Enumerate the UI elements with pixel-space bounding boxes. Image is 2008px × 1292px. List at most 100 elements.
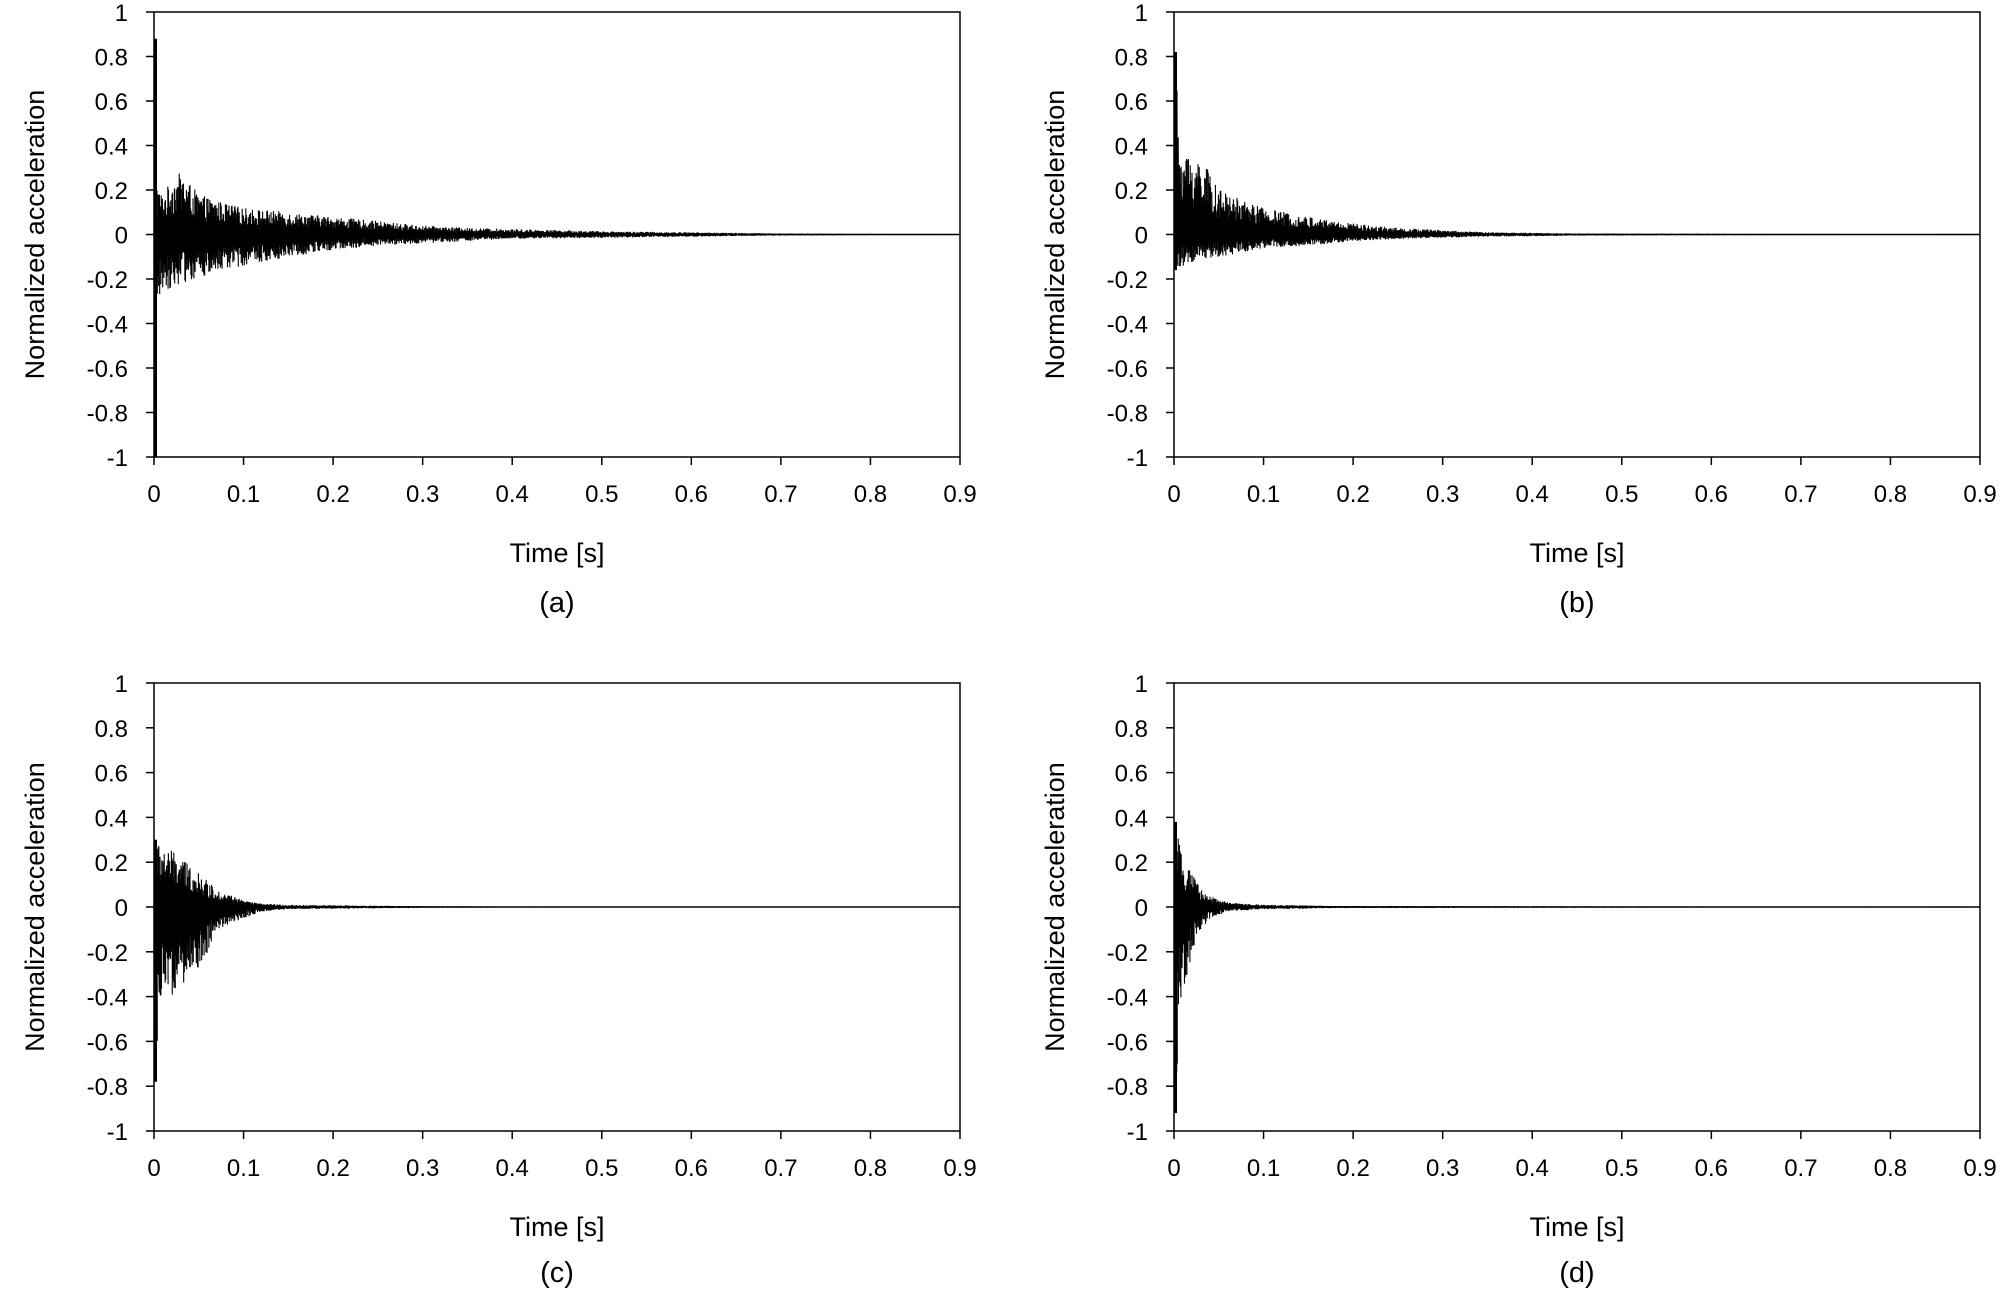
x-tick-label: 0.8 xyxy=(1874,1155,1907,1182)
x-tick-label: 0.5 xyxy=(1605,481,1638,508)
panel-caption: (b) xyxy=(1559,587,1594,619)
x-tick-label: 0.3 xyxy=(406,481,439,508)
x-tick-label: 0.3 xyxy=(406,1155,439,1182)
panel-caption: (d) xyxy=(1559,1257,1594,1289)
x-tick-label: 0.5 xyxy=(585,481,618,508)
y-tick-label: -0.4 xyxy=(87,312,128,339)
x-tick-label: 0.6 xyxy=(1695,481,1728,508)
x-tick-label: 0 xyxy=(1167,481,1180,508)
y-tick-label: 1 xyxy=(1135,671,1148,698)
y-tick-label: 0.4 xyxy=(1115,134,1148,161)
y-tick-label: -0.6 xyxy=(87,356,128,383)
acceleration-signal xyxy=(153,845,557,1045)
x-axis-label: Time [s] xyxy=(509,1212,604,1242)
y-axis-label: Normalized acceleration xyxy=(1040,762,1070,1052)
x-tick-label: 0.4 xyxy=(496,1155,529,1182)
y-tick-label: 0.6 xyxy=(1115,761,1148,788)
y-tick-label: -0.8 xyxy=(1107,1074,1148,1101)
y-tick-label: -0.2 xyxy=(87,267,128,294)
x-tick-label: 0.8 xyxy=(854,1155,887,1182)
panel-caption: (a) xyxy=(539,587,574,619)
y-tick-label: 0.6 xyxy=(95,761,128,788)
y-tick-label: 0.2 xyxy=(95,178,128,205)
x-tick-label: 0.6 xyxy=(675,1155,708,1182)
x-tick-label: 0.4 xyxy=(496,481,529,508)
x-tick-label: 0.2 xyxy=(1336,1155,1369,1182)
x-tick-label: 0.5 xyxy=(1605,1155,1638,1182)
x-tick-label: 0.2 xyxy=(1336,481,1369,508)
y-tick-label: 0 xyxy=(115,223,128,250)
y-tick-label: -0.4 xyxy=(87,985,128,1012)
y-tick-label: 0.4 xyxy=(1115,805,1148,832)
x-tick-label: 0.4 xyxy=(1516,1155,1549,1182)
chart-panel-1: 1 0.8 0.6 0.4 0.2 0 -0.2 -0.4 -0.6 -0.8 -1 0 0.1 0.2 0… xyxy=(20,0,977,619)
y-axis-label: Normalized acceleration xyxy=(1040,90,1070,380)
x-tick-label: 0.6 xyxy=(1695,1155,1728,1182)
panel-caption: (c) xyxy=(540,1257,574,1289)
acceleration-signal xyxy=(1173,830,1981,1092)
y-tick-label: -0.4 xyxy=(1107,985,1148,1012)
y-tick-label: 0 xyxy=(1135,223,1148,250)
x-tick-label: 0.4 xyxy=(1516,481,1549,508)
x-tick-label: 0.6 xyxy=(675,481,708,508)
y-tick-label: 0.8 xyxy=(95,45,128,72)
y-tick-label: -1 xyxy=(1127,1119,1148,1146)
x-axis-label: Time [s] xyxy=(509,538,604,568)
x-tick-label: 0.9 xyxy=(1963,481,1996,508)
y-tick-label: -0.6 xyxy=(1107,356,1148,383)
x-tick-label: 0.1 xyxy=(1247,481,1280,508)
x-tick-label: 0 xyxy=(147,481,160,508)
x-tick-label: 0.5 xyxy=(585,1155,618,1182)
x-tick-label: 0.7 xyxy=(1784,481,1817,508)
y-tick-label: -0.8 xyxy=(87,401,128,428)
y-tick-label: 0 xyxy=(1135,895,1148,922)
y-tick-label: 1 xyxy=(1135,0,1148,27)
y-tick-label: -0.2 xyxy=(1107,267,1148,294)
x-tick-label: 0.9 xyxy=(1963,1155,1996,1182)
y-tick-label: 0 xyxy=(115,895,128,922)
y-tick-label: -0.8 xyxy=(87,1074,128,1101)
x-tick-label: 0.1 xyxy=(227,1155,260,1182)
y-tick-label: 0.6 xyxy=(95,89,128,116)
y-tick-label: 0.8 xyxy=(95,716,128,743)
acceleration-signal xyxy=(153,70,961,363)
x-tick-label: 0 xyxy=(147,1155,160,1182)
x-tick-label: 0.8 xyxy=(1874,481,1907,508)
y-tick-label: -0.8 xyxy=(1107,401,1148,428)
x-tick-label: 0.7 xyxy=(764,481,797,508)
x-tick-label: 0.7 xyxy=(764,1155,797,1182)
x-tick-label: 0.9 xyxy=(943,481,976,508)
x-axis-label: Time [s] xyxy=(1529,538,1624,568)
chart-panel-2: 1 0.8 0.6 0.4 0.2 0 -0.2 -0.4 -0.6 -0.8 -1 0 0.1 0.2 0… xyxy=(1040,0,1997,619)
y-tick-label: 0.6 xyxy=(1115,89,1148,116)
y-tick-label: -0.2 xyxy=(1107,940,1148,967)
x-axis-label: Time [s] xyxy=(1529,1212,1624,1242)
y-tick-label: -0.6 xyxy=(87,1029,128,1056)
y-axis-label: Normalized acceleration xyxy=(20,762,50,1052)
chart-panel-4: 1 0.8 0.6 0.4 0.2 0 -0.2 -0.4 -0.6 -0.8 -1 0 0.1 0.2 0… xyxy=(1040,671,1997,1289)
x-tick-label: 0.3 xyxy=(1426,481,1459,508)
y-tick-label: -0.6 xyxy=(1107,1029,1148,1056)
y-tick-label: -0.4 xyxy=(1107,312,1148,339)
chart-panel-3: 1 0.8 0.6 0.4 0.2 0 -0.2 -0.4 -0.6 -0.8 -1 0 0.1 0.2 0… xyxy=(20,671,977,1289)
y-tick-label: 0.8 xyxy=(1115,716,1148,743)
x-tick-label: 0.8 xyxy=(854,481,887,508)
y-tick-label: 1 xyxy=(115,671,128,698)
x-tick-label: 0 xyxy=(1167,1155,1180,1182)
x-tick-label: 0.1 xyxy=(227,481,260,508)
y-tick-label: -0.2 xyxy=(87,940,128,967)
x-tick-label: 0.3 xyxy=(1426,1155,1459,1182)
y-tick-label: -1 xyxy=(1127,445,1148,472)
y-tick-label: 0.4 xyxy=(95,134,128,161)
x-tick-label: 0.1 xyxy=(1247,1155,1280,1182)
y-tick-label: 0.2 xyxy=(95,850,128,877)
y-tick-label: 0.2 xyxy=(1115,850,1148,877)
x-tick-label: 0.9 xyxy=(943,1155,976,1182)
y-tick-label: -1 xyxy=(107,1119,128,1146)
y-tick-label: 0.2 xyxy=(1115,178,1148,205)
x-tick-label: 0.2 xyxy=(316,481,349,508)
x-tick-label: 0.2 xyxy=(316,1155,349,1182)
y-tick-label: 0.8 xyxy=(1115,45,1148,72)
y-tick-label: -1 xyxy=(107,445,128,472)
